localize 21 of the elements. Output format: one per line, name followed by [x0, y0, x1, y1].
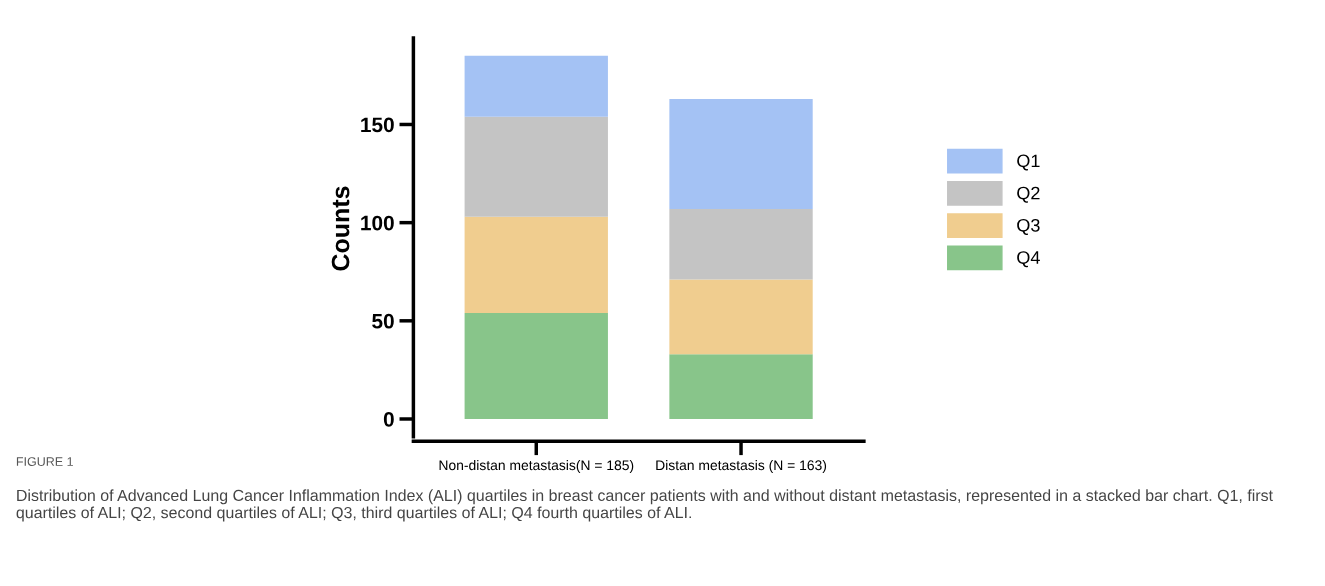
bar	[669, 208, 813, 280]
legend-label: Q1	[1017, 154, 1040, 171]
bar	[464, 312, 608, 419]
bar	[669, 354, 813, 419]
x-tick-label: Non-distan metastasis(N = 185)	[439, 459, 634, 473]
y-axis-title: Counts	[331, 186, 350, 271]
x-tick-label: Distan metastasis (N = 163)	[656, 459, 827, 473]
y-tick-label: 150	[361, 117, 394, 133]
legend-label: Q3	[1017, 218, 1040, 235]
y-tick-label: 100	[361, 215, 394, 231]
bar	[464, 216, 608, 313]
legend-label: Q2	[1017, 186, 1040, 203]
text: Distribution of Advanced Lung Cancer Inflammation Index (ALI) quartiles in breast cancer patients with and without distant metastasis, represented in a stacked bar chart. Q1, first quartiles of ALI; Q2, second quartiles of ALI; Q3, third quartiles of ALI; Q4 fourth quartiles of ALI.	[16, 489, 1273, 522]
bar	[464, 116, 608, 217]
bar	[669, 279, 813, 355]
y-tick-label: 50	[372, 313, 394, 329]
y-tick-label: 0	[383, 411, 394, 427]
bar	[464, 55, 608, 117]
caption: FIGURE 1	[16, 457, 73, 466]
legend-label: Q4	[1017, 251, 1040, 268]
bar	[669, 98, 813, 209]
